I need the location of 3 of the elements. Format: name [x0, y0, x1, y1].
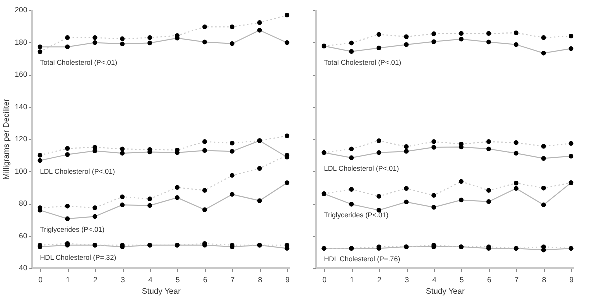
y-axis-title: Milligrams per Deciliter [2, 98, 11, 180]
x-axis-title: Study Year [426, 287, 466, 296]
x-axis-title: Study Year [142, 287, 182, 296]
